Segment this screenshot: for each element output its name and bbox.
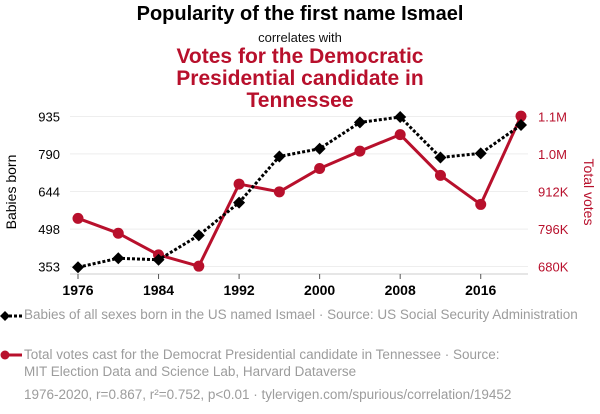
data-point-babies [273, 150, 286, 163]
data-point-babies [434, 151, 447, 164]
footer-stats: 1976-2020, r=0.867, r²=0.752, p<0.01 · t… [24, 387, 512, 402]
right-tick-label: 680K [538, 260, 569, 275]
legend-item-votes: Total votes cast for the Democrat Presid… [24, 346, 524, 380]
series-babies [72, 111, 527, 274]
y-axis-label-left: Babies born [3, 155, 19, 230]
left-tick-label: 935 [38, 110, 60, 125]
left-tick-label: 644 [38, 185, 60, 200]
data-point-votes [72, 212, 84, 224]
left-tick-label: 353 [38, 260, 60, 275]
data-point-babies [72, 261, 84, 274]
x-tick-label: 2008 [385, 282, 416, 298]
right-tick-label: 1.0M [538, 147, 567, 162]
data-point-votes [515, 110, 527, 122]
chart-title-secondary-text: Votes for the Democratic Presidential ca… [176, 45, 424, 112]
data-point-votes [193, 260, 205, 272]
data-point-votes [233, 178, 245, 190]
left-tick-label: 790 [38, 147, 60, 162]
data-point-votes [273, 186, 285, 198]
data-point-votes [112, 227, 124, 239]
left-axis-ticks: 353 498 644 790 935 [38, 110, 60, 275]
right-tick-label: 796K [538, 222, 569, 237]
series-votes-line [77, 115, 523, 268]
x-tick-label: 1976 [62, 282, 93, 298]
data-point-babies [233, 196, 246, 209]
data-point-votes [314, 163, 326, 175]
legend-swatch-babies-marker [0, 311, 10, 321]
data-point-babies [152, 253, 165, 266]
data-point-babies [353, 116, 366, 129]
y-axis-label-right: Total votes [581, 159, 597, 226]
data-point-babies [313, 142, 326, 155]
x-tick-label: 2016 [465, 282, 496, 298]
chart-title-secondary: Votes for the Democratic Presidential ca… [0, 46, 600, 112]
x-tick-label: 1992 [224, 282, 255, 298]
x-axis-ticks: 1976 1984 1992 2000 2008 2016 [62, 274, 497, 298]
data-point-votes [434, 169, 446, 181]
legend-label-babies: Babies of all sexes born in the US named… [24, 307, 578, 322]
data-point-babies [192, 229, 205, 242]
data-point-votes [475, 198, 487, 210]
data-point-babies [394, 111, 407, 124]
right-tick-label: 912K [538, 185, 569, 200]
legend-label-votes: Total votes cast for the Democrat Presid… [24, 347, 500, 379]
data-point-votes [354, 145, 366, 157]
legend-swatch-votes-marker [0, 350, 10, 360]
chart-subtitle: correlates with [258, 30, 342, 45]
legend-swatches [0, 311, 22, 360]
left-tick-label: 498 [38, 222, 60, 237]
x-tick-label: 1984 [143, 282, 174, 298]
x-tick-label: 2000 [304, 282, 335, 298]
data-point-babies [112, 252, 125, 265]
right-tick-label: 1.1M [538, 110, 567, 125]
data-point-votes [394, 129, 406, 141]
data-point-babies [515, 119, 527, 132]
chart-title: Popularity of the first name Ismael [136, 3, 464, 25]
right-axis-ticks: 680K 796K 912K 1.0M 1.1M [538, 110, 569, 275]
legend-item-babies: Babies of all sexes born in the US named… [24, 306, 584, 323]
data-point-babies [474, 147, 487, 160]
series-babies-line [77, 115, 522, 269]
